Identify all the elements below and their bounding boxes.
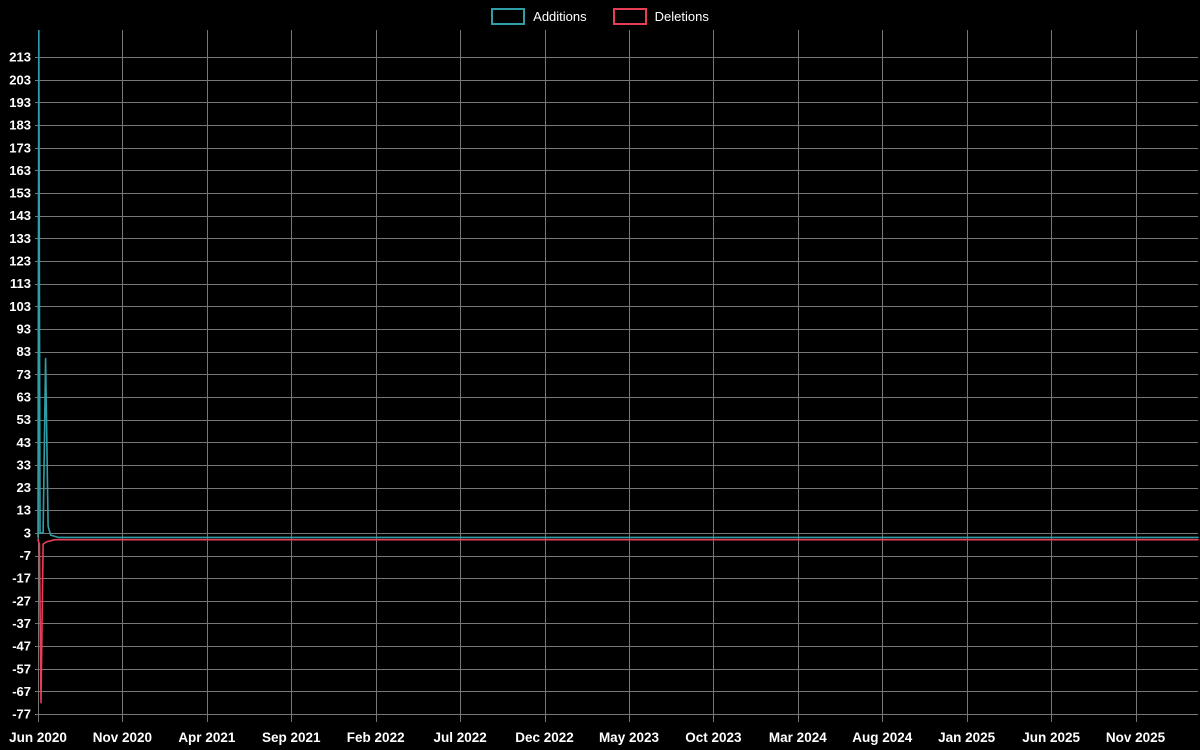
gridlines [35, 30, 1198, 722]
x-tick-label: Nov 2020 [93, 730, 152, 745]
x-tick-label: Dec 2022 [515, 730, 574, 745]
chart-legend: Additions Deletions [0, 8, 1200, 25]
x-tick-label: Jul 2022 [433, 730, 486, 745]
x-tick-label: Jun 2020 [9, 730, 67, 745]
x-tick-label: May 2023 [599, 730, 660, 745]
y-tick-label: 113 [10, 276, 31, 291]
additions-line [37, 30, 1199, 539]
y-tick-label: 83 [17, 344, 31, 359]
y-tick-label: -7 [19, 548, 31, 563]
legend-additions-label: Additions [533, 9, 587, 24]
y-tick-label: -27 [12, 593, 31, 608]
y-tick-label: 43 [17, 435, 31, 450]
x-tick-label: Jan 2025 [938, 730, 996, 745]
x-tick-label: Apr 2021 [178, 730, 236, 745]
x-tick-label: Feb 2022 [347, 730, 405, 745]
y-tick-label: 163 [9, 163, 31, 178]
legend-item-deletions: Deletions [612, 8, 709, 25]
legend-item-additions: Additions [491, 8, 587, 25]
y-tick-label: 213 [9, 50, 31, 65]
x-tick-label: Nov 2025 [1106, 730, 1166, 745]
legend-additions-swatch [491, 8, 526, 25]
y-tick-label: 183 [9, 118, 31, 133]
deletions-line [37, 538, 1199, 704]
x-axis-labels: Jun 2020 Nov 2020 Apr 2021 Sep 2021 Feb 2022… [9, 730, 1166, 745]
legend-deletions-label: Deletions [654, 9, 709, 24]
x-tick-label: Mar 2024 [769, 730, 827, 745]
y-tick-label: 3 [24, 525, 31, 540]
y-tick-label: -57 [12, 661, 31, 676]
y-tick-label: 203 [9, 72, 31, 87]
y-tick-label: 23 [17, 480, 31, 495]
y-tick-label: 33 [17, 457, 31, 472]
x-tick-label: Oct 2023 [685, 730, 742, 745]
y-tick-label: -67 [12, 684, 31, 699]
x-tick-label: Jun 2025 [1022, 730, 1080, 745]
legend-deletions-swatch [612, 8, 647, 25]
x-tick-label: Aug 2024 [852, 730, 913, 745]
y-tick-label: 63 [17, 389, 31, 404]
y-tick-label: 143 [9, 208, 31, 223]
y-tick-label: 153 [9, 186, 31, 201]
y-tick-label: -77 [12, 707, 31, 722]
y-tick-label: 193 [9, 95, 31, 110]
y-tick-label: -37 [12, 616, 31, 631]
y-tick-label: 53 [17, 412, 31, 427]
y-tick-label: 133 [9, 231, 31, 246]
y-tick-label: -47 [12, 639, 31, 654]
x-tick-label: Sep 2021 [262, 730, 321, 745]
y-tick-label: 103 [9, 299, 31, 314]
y-tick-label: -17 [12, 571, 31, 586]
y-tick-label: 93 [17, 321, 31, 336]
y-tick-label: 123 [9, 254, 31, 269]
y-tick-label: 73 [17, 367, 31, 382]
y-tick-label: 13 [17, 503, 31, 518]
y-axis-labels: 2132031931831731631531431331231131039383… [9, 50, 31, 722]
y-tick-label: 173 [9, 140, 31, 155]
